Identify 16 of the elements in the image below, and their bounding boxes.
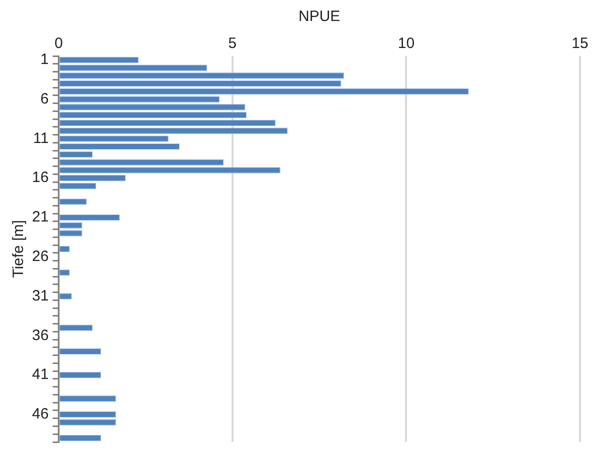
x-tick-label: 10 <box>398 35 415 52</box>
x-axis-title: NPUE <box>298 8 340 26</box>
y-tick-label: 6 <box>40 90 49 108</box>
y-tick-label: 31 <box>32 287 49 304</box>
y-tick-label: 36 <box>32 326 49 344</box>
y-tick-label: 21 <box>32 208 49 226</box>
y-tick-label: 41 <box>32 366 49 384</box>
x-tick-label: 5 <box>228 35 237 52</box>
x-tick-label: 15 <box>572 35 588 52</box>
y-tick-label: 11 <box>33 130 49 147</box>
y-tick-label: 26 <box>32 248 49 266</box>
y-axis-title: Tiefe [m] <box>10 220 28 278</box>
y-tick-label: 16 <box>32 169 49 186</box>
y-tick-label: 46 <box>32 406 49 423</box>
y-tick-label: 1 <box>40 51 49 68</box>
x-tick-label: 0 <box>54 35 63 52</box>
